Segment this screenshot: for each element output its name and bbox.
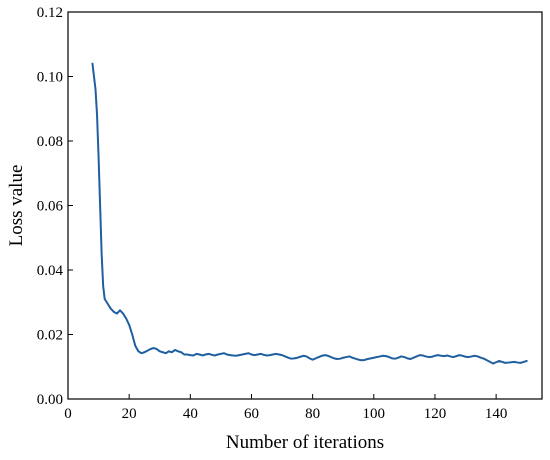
y-tick-label: 0.06 (37, 199, 64, 215)
y-tick-label: 0.04 (37, 263, 64, 279)
loss-series-line (91, 62, 528, 365)
y-tick-label: 0.12 (37, 5, 63, 21)
x-tick-label: 20 (122, 406, 137, 422)
x-tick-label: 60 (244, 406, 259, 422)
y-tick-label: 0.08 (37, 134, 63, 150)
y-tick-label: 0.00 (37, 392, 63, 408)
x-tick-label: 140 (485, 406, 508, 422)
x-axis-title: Number of iterations (226, 432, 384, 453)
x-tick-label: 100 (363, 406, 386, 422)
plot-frame (67, 11, 543, 400)
x-tick-label: 40 (183, 406, 198, 422)
y-tick-label: 0.02 (37, 328, 63, 344)
y-axis: 0.00 0.02 0.04 0.06 0.08 0.10 0.12 (37, 5, 73, 408)
plot-area (91, 62, 528, 365)
y-axis-title: Loss value (6, 165, 27, 247)
y-tick-label: 0.10 (37, 70, 63, 86)
x-axis: 0 20 40 60 80 100 120 140 (64, 394, 507, 422)
x-tick-label: 80 (305, 406, 320, 422)
x-tick-label: 120 (424, 406, 447, 422)
x-tick-label: 0 (64, 406, 72, 422)
